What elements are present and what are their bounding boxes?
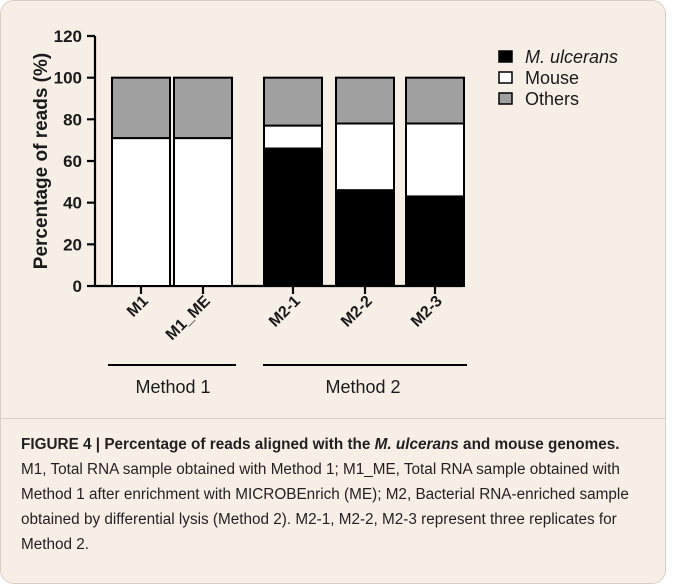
legend-swatch bbox=[498, 92, 513, 105]
x-tick-label: M2-2 bbox=[338, 293, 376, 331]
x-tick-label: M2-1 bbox=[266, 293, 304, 331]
bar-segment-others bbox=[173, 76, 233, 140]
legend-swatch bbox=[498, 50, 513, 63]
y-tick-label: 100 bbox=[54, 69, 82, 88]
legend-label: M. ulcerans bbox=[525, 47, 618, 67]
bar-segment-others bbox=[111, 76, 171, 140]
legend-label: Others bbox=[525, 89, 579, 109]
bar-segment-others bbox=[335, 76, 395, 125]
y-tick-label: 120 bbox=[54, 27, 82, 46]
x-tick-label: M1 bbox=[124, 293, 152, 321]
caption-title: FIGURE 4 | Percentage of reads aligned w… bbox=[21, 436, 619, 453]
y-tick-label: 60 bbox=[63, 152, 82, 171]
bar-segment-mouse bbox=[405, 122, 465, 198]
group-label: Method 2 bbox=[325, 377, 400, 397]
bar-segment-mouse bbox=[263, 124, 323, 150]
y-tick-label: 20 bbox=[63, 235, 82, 254]
bar-segment-mulcerans bbox=[405, 195, 465, 288]
y-tick-label: 40 bbox=[63, 194, 82, 213]
y-axis-label: Percentage of reads (%) bbox=[31, 53, 52, 269]
bar-segment-others bbox=[263, 76, 323, 127]
bar-segment-others bbox=[405, 76, 465, 125]
legend-label: Mouse bbox=[525, 68, 579, 88]
group-label: Method 1 bbox=[135, 377, 210, 397]
bar-segment-mouse bbox=[173, 137, 233, 287]
x-tick-label: M1_ME bbox=[163, 293, 214, 344]
caption-title-suffix: and mouse genomes. bbox=[458, 436, 620, 453]
bar-segment-mouse bbox=[111, 137, 171, 287]
caption-title-italic: M. ulcerans bbox=[374, 436, 459, 453]
y-tick-label: 0 bbox=[73, 277, 82, 296]
bar-segment-mulcerans bbox=[263, 147, 323, 287]
x-tick-label: M2-3 bbox=[408, 293, 446, 331]
bar-segment-mouse bbox=[335, 122, 395, 192]
legend-swatch bbox=[498, 71, 513, 84]
caption-divider bbox=[1, 418, 665, 419]
y-tick-label: 80 bbox=[63, 110, 82, 129]
bar-segment-mulcerans bbox=[335, 189, 395, 288]
caption-title-prefix: FIGURE 4 | Percentage of reads aligned w… bbox=[21, 436, 375, 453]
figure-caption: FIGURE 4 | Percentage of reads aligned w… bbox=[21, 432, 649, 557]
caption-body: M1, Total RNA sample obtained with Metho… bbox=[21, 461, 629, 553]
